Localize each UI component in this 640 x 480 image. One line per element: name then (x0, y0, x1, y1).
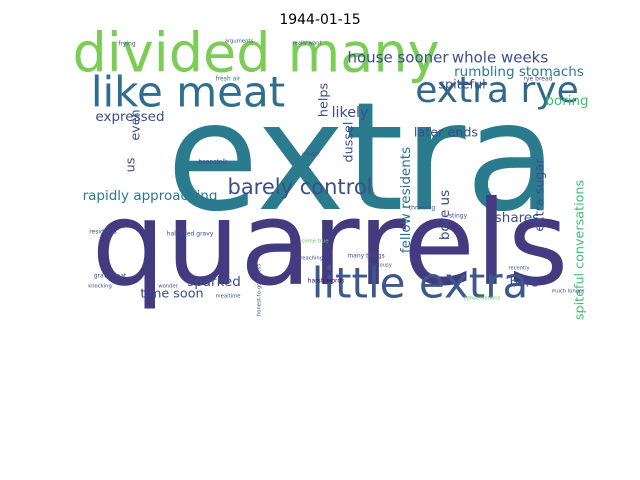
word: divided many (72, 22, 439, 85)
word: like meat (91, 68, 285, 117)
word: even (129, 109, 144, 140)
word: much longer (551, 289, 585, 295)
word: dussel (342, 122, 357, 163)
word: gravy boat (94, 273, 127, 280)
word: sparked (187, 274, 241, 290)
word: stingy (449, 213, 468, 220)
word: harsh words (308, 278, 345, 285)
word: helps (317, 83, 332, 118)
word: residents (89, 229, 117, 236)
word: extra sugar (533, 158, 548, 232)
word: conversations (464, 296, 501, 302)
word: rapidly approaching (83, 188, 218, 204)
word: honest-to-goodness (257, 264, 263, 316)
word: knocking (88, 284, 112, 290)
word: extra (167, 71, 558, 245)
word: time soon (140, 287, 203, 302)
word: spiteful (438, 78, 485, 93)
word: really want (292, 41, 321, 47)
word: little extra (312, 259, 529, 308)
word: spiteful conversations (573, 179, 588, 320)
word: come true (302, 239, 329, 245)
word: extra rye (415, 70, 579, 111)
word: rye bread (524, 76, 553, 83)
word: fellow residents (398, 147, 414, 253)
word: likely (332, 105, 369, 121)
word: frying (118, 41, 136, 48)
word: boring (545, 93, 588, 109)
word: shares (495, 210, 539, 226)
word: fresh air (216, 76, 241, 83)
chart-title: 1944-01-15 (279, 12, 360, 28)
word: jealousy (369, 263, 392, 269)
word: house sooner (347, 49, 449, 67)
word: preaching (297, 256, 323, 262)
word: quarrels (91, 175, 568, 312)
word: arguments (225, 39, 254, 45)
word: rumbling stomachs (454, 64, 584, 80)
word: expressed (95, 109, 164, 125)
word: us (124, 157, 139, 172)
word: throwing (409, 205, 436, 212)
word: insight (302, 152, 320, 158)
word: wonder (158, 284, 178, 290)
word: beanstalk (198, 159, 228, 166)
word: whole weeks (452, 49, 549, 67)
word: half-filled gravy (167, 231, 214, 238)
word: bore us (437, 190, 453, 240)
word: barely control (227, 175, 372, 199)
word: later ends (414, 126, 479, 141)
word: bore (510, 276, 539, 291)
word: mealtime (216, 294, 241, 300)
word: many things (347, 253, 384, 260)
word: recently (508, 266, 529, 272)
